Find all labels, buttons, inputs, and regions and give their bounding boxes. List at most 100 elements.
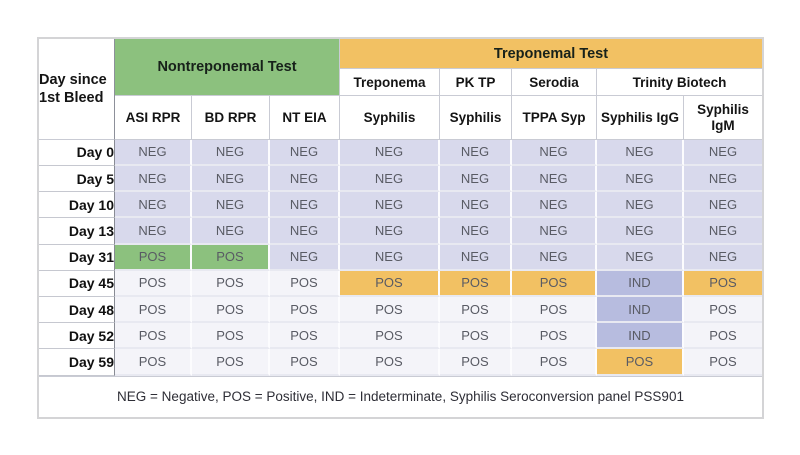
result-cell: POS [270,270,340,297]
vendor-header-serodia: Serodia [512,69,597,97]
result-cell: NEG [440,139,512,166]
result-cell: POS [115,349,192,376]
result-cell: NEG [340,165,440,193]
test-header-syphilis-igg: Syphilis IgG [597,96,684,140]
vendor-header-row: Treponema PK TP Serodia Trinity Biotech [39,69,763,97]
result-cell: NEG [340,244,440,271]
row-header-day: Day 0 [39,139,115,166]
vendor-header-pktp: PK TP [440,69,512,97]
result-cell: POS [270,349,340,376]
result-cell: NEG [270,244,340,271]
result-cell: POS [440,323,512,350]
result-cell: NEG [270,165,340,193]
result-cell: POS [192,323,270,350]
result-cell: POS [192,270,270,297]
result-cell: NEG [512,139,597,166]
test-header-pktp-syphilis: Syphilis [440,96,512,140]
result-cell: NEG [270,192,340,219]
test-header-asi-rpr: ASI RPR [115,96,192,140]
test-header-bd-rpr: BD RPR [192,96,270,140]
result-cell: POS [684,270,763,297]
table-row: Day 52 POS POS POS POS POS POS IND POS [39,323,763,350]
seroconversion-table-wrapper: Day since 1st Bleed Nontreponemal Test T… [37,37,764,419]
result-cell: NEG [192,218,270,245]
row-header-day: Day 59 [39,349,115,376]
result-cell: POS [340,323,440,350]
table-row: Day 59 POS POS POS POS POS POS POS POS [39,349,763,376]
result-cell: POS [192,349,270,376]
legend-footnote: NEG = Negative, POS = Positive, IND = In… [39,375,763,417]
result-cell: NEG [115,165,192,193]
result-cell: POS [340,349,440,376]
row-header-day: Day 10 [39,192,115,219]
result-cell: NEG [597,218,684,245]
table-row: Day 5 NEG NEG NEG NEG NEG NEG NEG NEG [39,165,763,193]
group-header-nontreponemal: Nontreponemal Test [115,39,340,97]
test-header-syphilis-igm: Syphilis IgM [684,96,763,140]
group-header-treponemal: Treponemal Test [340,39,763,70]
result-cell: NEG [684,218,763,245]
result-cell: NEG [597,139,684,166]
legend-row: NEG = Negative, POS = Positive, IND = In… [39,375,763,417]
result-cell: NEG [192,192,270,219]
result-cell: POS [684,297,763,324]
row-header-day: Day 31 [39,244,115,271]
test-header-tppa-syp: TPPA Syp [512,96,597,140]
result-cell: NEG [597,165,684,193]
result-cell: POS [512,323,597,350]
result-cell: POS [270,323,340,350]
table-row: Day 0 NEG NEG NEG NEG NEG NEG NEG NEG [39,139,763,166]
result-cell: POS [192,297,270,324]
vendor-header-treponema: Treponema [340,69,440,97]
result-cell: NEG [440,192,512,219]
result-cell: NEG [270,218,340,245]
group-header-row: Day since 1st Bleed Nontreponemal Test T… [39,39,763,140]
result-cell: POS [684,323,763,350]
table-row: Day 10 NEG NEG NEG NEG NEG NEG NEG NEG [39,192,763,219]
result-cell: NEG [340,192,440,219]
result-cell: IND [597,270,684,297]
result-cell: POS [115,297,192,324]
result-cell: POS [115,323,192,350]
table-row: Day 45 POS POS POS POS POS POS IND POS [39,270,763,297]
result-cell: NEG [192,139,270,166]
vendor-header-trinity-biotech: Trinity Biotech [597,69,763,97]
result-cell: NEG [512,165,597,193]
row-header-day: Day 52 [39,323,115,350]
result-cell: NEG [597,244,684,271]
row-header-day: Day 45 [39,270,115,297]
result-cell: POS [512,297,597,324]
row-header-day: Day 13 [39,218,115,245]
table-row: Day 48 POS POS POS POS POS POS IND POS [39,297,763,324]
result-cell: POS [340,270,440,297]
result-cell: POS [684,349,763,376]
result-cell: POS [270,297,340,324]
result-cell: POS [440,270,512,297]
result-cell: NEG [684,192,763,219]
result-cell: NEG [115,218,192,245]
table-row: Day 13 NEG NEG NEG NEG NEG NEG NEG NEG [39,218,763,245]
result-cell: NEG [440,244,512,271]
result-cell: NEG [440,165,512,193]
result-cell: NEG [340,218,440,245]
result-cell: NEG [115,139,192,166]
result-cell: POS [115,270,192,297]
result-cell: NEG [192,165,270,193]
result-cell: NEG [684,139,763,166]
row-header-day: Day 5 [39,165,115,193]
result-cell: POS [597,349,684,376]
result-cell: NEG [684,244,763,271]
result-cell: NEG [512,244,597,271]
test-header-nt-eia: NT EIA [270,96,340,140]
result-cell: POS [192,244,270,271]
result-cell: NEG [340,139,440,166]
result-cell: NEG [115,192,192,219]
result-cell: POS [340,297,440,324]
result-cell: POS [512,270,597,297]
result-cell: POS [440,349,512,376]
corner-header: Day since 1st Bleed [39,39,115,140]
result-cell: NEG [512,218,597,245]
result-cell: NEG [684,165,763,193]
result-cell: POS [440,297,512,324]
